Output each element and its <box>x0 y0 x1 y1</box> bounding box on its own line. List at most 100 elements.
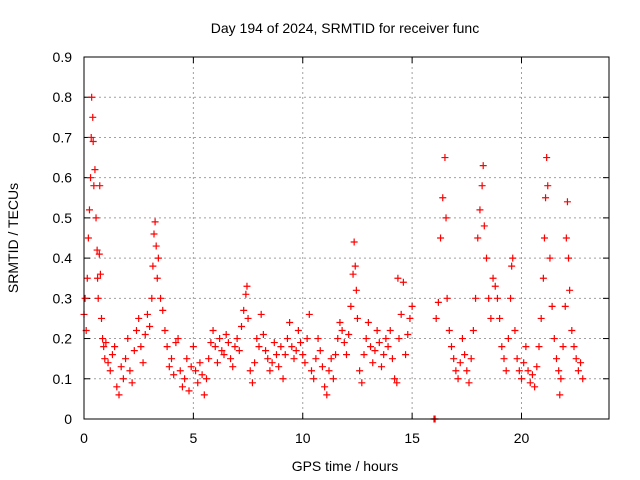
data-point <box>338 327 346 335</box>
data-point <box>526 379 534 387</box>
data-point <box>465 379 473 387</box>
chart-title: Day 194 of 2024, SRMTID for receiver fun… <box>211 20 479 36</box>
data-point <box>546 254 554 262</box>
data-point <box>480 222 488 230</box>
data-point <box>244 314 252 322</box>
data-point <box>452 367 460 375</box>
data-point <box>115 391 123 399</box>
data-point <box>168 355 175 363</box>
data-point <box>345 331 353 339</box>
data-point <box>137 343 145 351</box>
data-point <box>270 339 278 347</box>
data-point <box>159 306 167 314</box>
data-point <box>434 298 442 306</box>
grid-lines <box>84 57 609 419</box>
data-point <box>559 343 567 351</box>
data-point <box>154 254 162 262</box>
y-tick-label: 0.8 <box>53 89 73 105</box>
data-point <box>257 310 265 318</box>
data-point <box>367 343 375 351</box>
data-point <box>336 318 344 326</box>
data-point <box>373 327 381 335</box>
x-axis-label: GPS time / hours <box>292 458 399 474</box>
data-point <box>275 363 283 371</box>
data-point <box>332 351 340 359</box>
y-tick-label: 0.7 <box>53 129 73 145</box>
data-point <box>246 367 254 375</box>
data-point <box>533 363 541 371</box>
data-point <box>358 379 366 387</box>
data-point <box>207 339 215 347</box>
data-point <box>325 367 333 375</box>
data-point <box>231 343 239 351</box>
data-point <box>395 335 403 343</box>
data-point <box>194 379 202 387</box>
y-tick-label: 0.4 <box>53 250 73 266</box>
data-point <box>380 351 388 359</box>
data-point <box>96 270 104 278</box>
data-point <box>323 391 331 399</box>
x-tick-label: 20 <box>514 430 530 446</box>
data-point <box>81 294 89 302</box>
data-point <box>176 367 184 375</box>
data-point <box>515 367 523 375</box>
data-point <box>157 294 165 302</box>
data-point <box>353 314 361 322</box>
data-point <box>542 194 550 202</box>
data-point <box>286 318 294 326</box>
data-point <box>386 327 394 335</box>
data-point <box>399 278 407 286</box>
data-point <box>461 351 469 359</box>
data-point <box>268 359 276 367</box>
x-tick-label: 5 <box>189 430 197 446</box>
data-point <box>540 234 548 242</box>
y-tick-label: 0.9 <box>53 49 73 65</box>
data-point <box>240 306 248 314</box>
data-point <box>362 335 370 343</box>
data-point <box>151 218 159 226</box>
data-point <box>148 294 156 302</box>
data-point <box>478 182 486 190</box>
data-point <box>441 154 449 162</box>
data-point <box>292 347 300 355</box>
data-point <box>463 367 471 375</box>
data-point <box>384 343 392 351</box>
data-points <box>80 93 587 423</box>
data-point <box>238 322 245 330</box>
data-point <box>290 355 298 363</box>
data-point <box>90 182 98 190</box>
data-point <box>544 182 552 190</box>
data-point <box>89 137 97 145</box>
data-point <box>556 391 564 399</box>
y-tick-label: 0.6 <box>53 170 73 186</box>
data-point <box>117 363 125 371</box>
data-point <box>316 347 324 355</box>
data-point <box>393 379 401 387</box>
y-tick-labels: 0 0.1 0.2 0.3 0.4 0.5 0.6 0.7 0.8 0.9 <box>53 49 73 427</box>
x-tick-label: 15 <box>404 430 420 446</box>
data-point <box>397 310 405 318</box>
data-point <box>509 254 517 262</box>
data-point <box>88 93 96 101</box>
data-point <box>500 355 508 363</box>
data-point <box>222 331 230 339</box>
data-point <box>572 355 580 363</box>
data-point <box>467 355 475 363</box>
data-point <box>404 331 412 339</box>
data-point <box>543 154 551 162</box>
data-point <box>84 234 92 242</box>
data-point <box>98 314 105 322</box>
data-point <box>294 327 302 335</box>
data-point <box>443 294 451 302</box>
data-point <box>343 351 350 359</box>
data-point <box>566 286 574 294</box>
data-point <box>277 343 285 351</box>
data-point <box>187 363 195 371</box>
data-point <box>458 335 466 343</box>
data-point <box>371 347 379 355</box>
data-point <box>445 327 453 335</box>
data-point <box>283 335 291 343</box>
x-tick-labels: 0 5 10 15 20 <box>80 430 529 446</box>
data-point <box>349 270 357 278</box>
data-point <box>99 335 107 343</box>
